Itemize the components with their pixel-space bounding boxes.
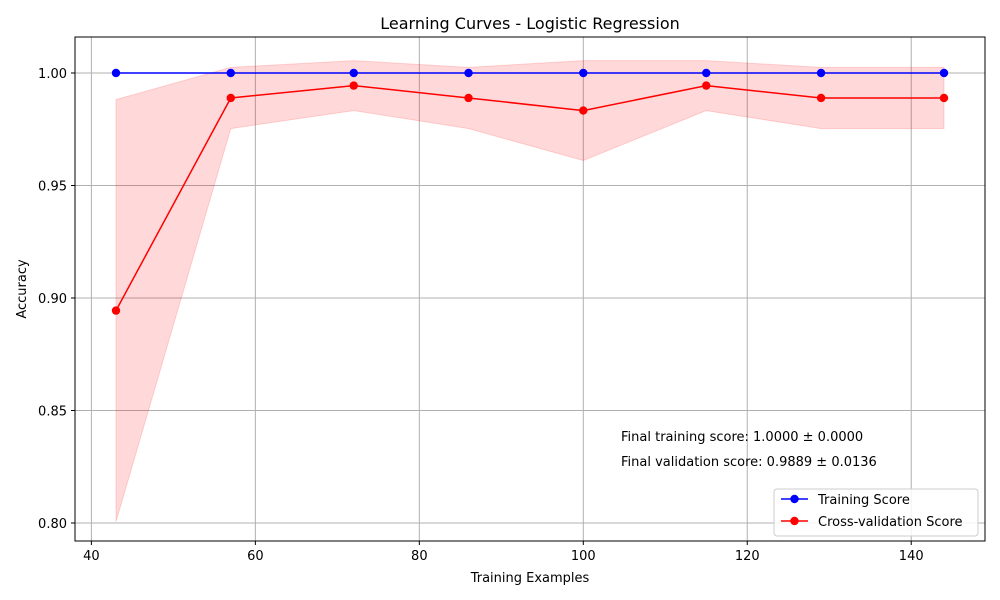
x-tick-label: 60: [247, 549, 264, 564]
y-tick-label: 0.90: [38, 292, 67, 307]
training-point: [464, 68, 473, 78]
training-point: [816, 68, 826, 78]
validation-point: [702, 81, 711, 90]
x-axis-label: Training Examples: [470, 571, 590, 586]
validation-point: [464, 93, 473, 103]
validation-point: [579, 106, 588, 115]
annotation-final-training: Final training score: 1.0000 ± 0.0000: [621, 430, 863, 445]
validation-line: [115, 84, 945, 311]
chart-title: Learning Curves - Logistic Regression: [380, 14, 680, 33]
legend-box: [773, 488, 979, 537]
validation-std-band: [115, 60, 945, 522]
legend-label-training: Training Score: [817, 493, 910, 508]
x-tick-label: 140: [899, 549, 924, 564]
x-tick-label: 120: [735, 549, 760, 564]
y-tick-label: 0.80: [38, 517, 67, 532]
legend-marker-validation: [790, 516, 799, 526]
y-tick-label: 0.85: [38, 405, 67, 420]
legend-label-validation: Cross-validation Score: [818, 515, 963, 530]
x-tick-label: 80: [411, 549, 428, 564]
training-point: [939, 68, 949, 78]
validation-point: [349, 81, 358, 90]
x-tick-label: 40: [83, 549, 100, 564]
plot-frame: [74, 36, 986, 542]
validation-band: [115, 60, 945, 522]
annotation-final-validation: Final validation score: 0.9889 ± 0.0136: [621, 455, 877, 470]
training-point: [226, 68, 235, 78]
training-point: [349, 68, 358, 78]
legend-marker-training: [790, 494, 799, 504]
training-point: [111, 68, 121, 78]
validation-point: [939, 93, 949, 103]
y-tick-label: 1.00: [38, 67, 67, 82]
validation-point: [816, 93, 826, 103]
y-axis-ticks: 0.80 0.85 0.90 0.95 1.00: [38, 67, 75, 532]
x-tick-label: 100: [571, 549, 596, 564]
training-point: [579, 68, 588, 78]
series-layer: [111, 68, 949, 315]
validation-point: [111, 306, 121, 315]
validation-point: [226, 93, 235, 103]
x-axis-ticks: 40 60 80 100 120 140: [83, 541, 924, 564]
y-axis-label: Accuracy: [15, 259, 30, 319]
y-tick-label: 0.95: [38, 180, 67, 195]
training-point: [702, 68, 711, 78]
legend: Training Score Cross-validation Score: [773, 488, 979, 537]
